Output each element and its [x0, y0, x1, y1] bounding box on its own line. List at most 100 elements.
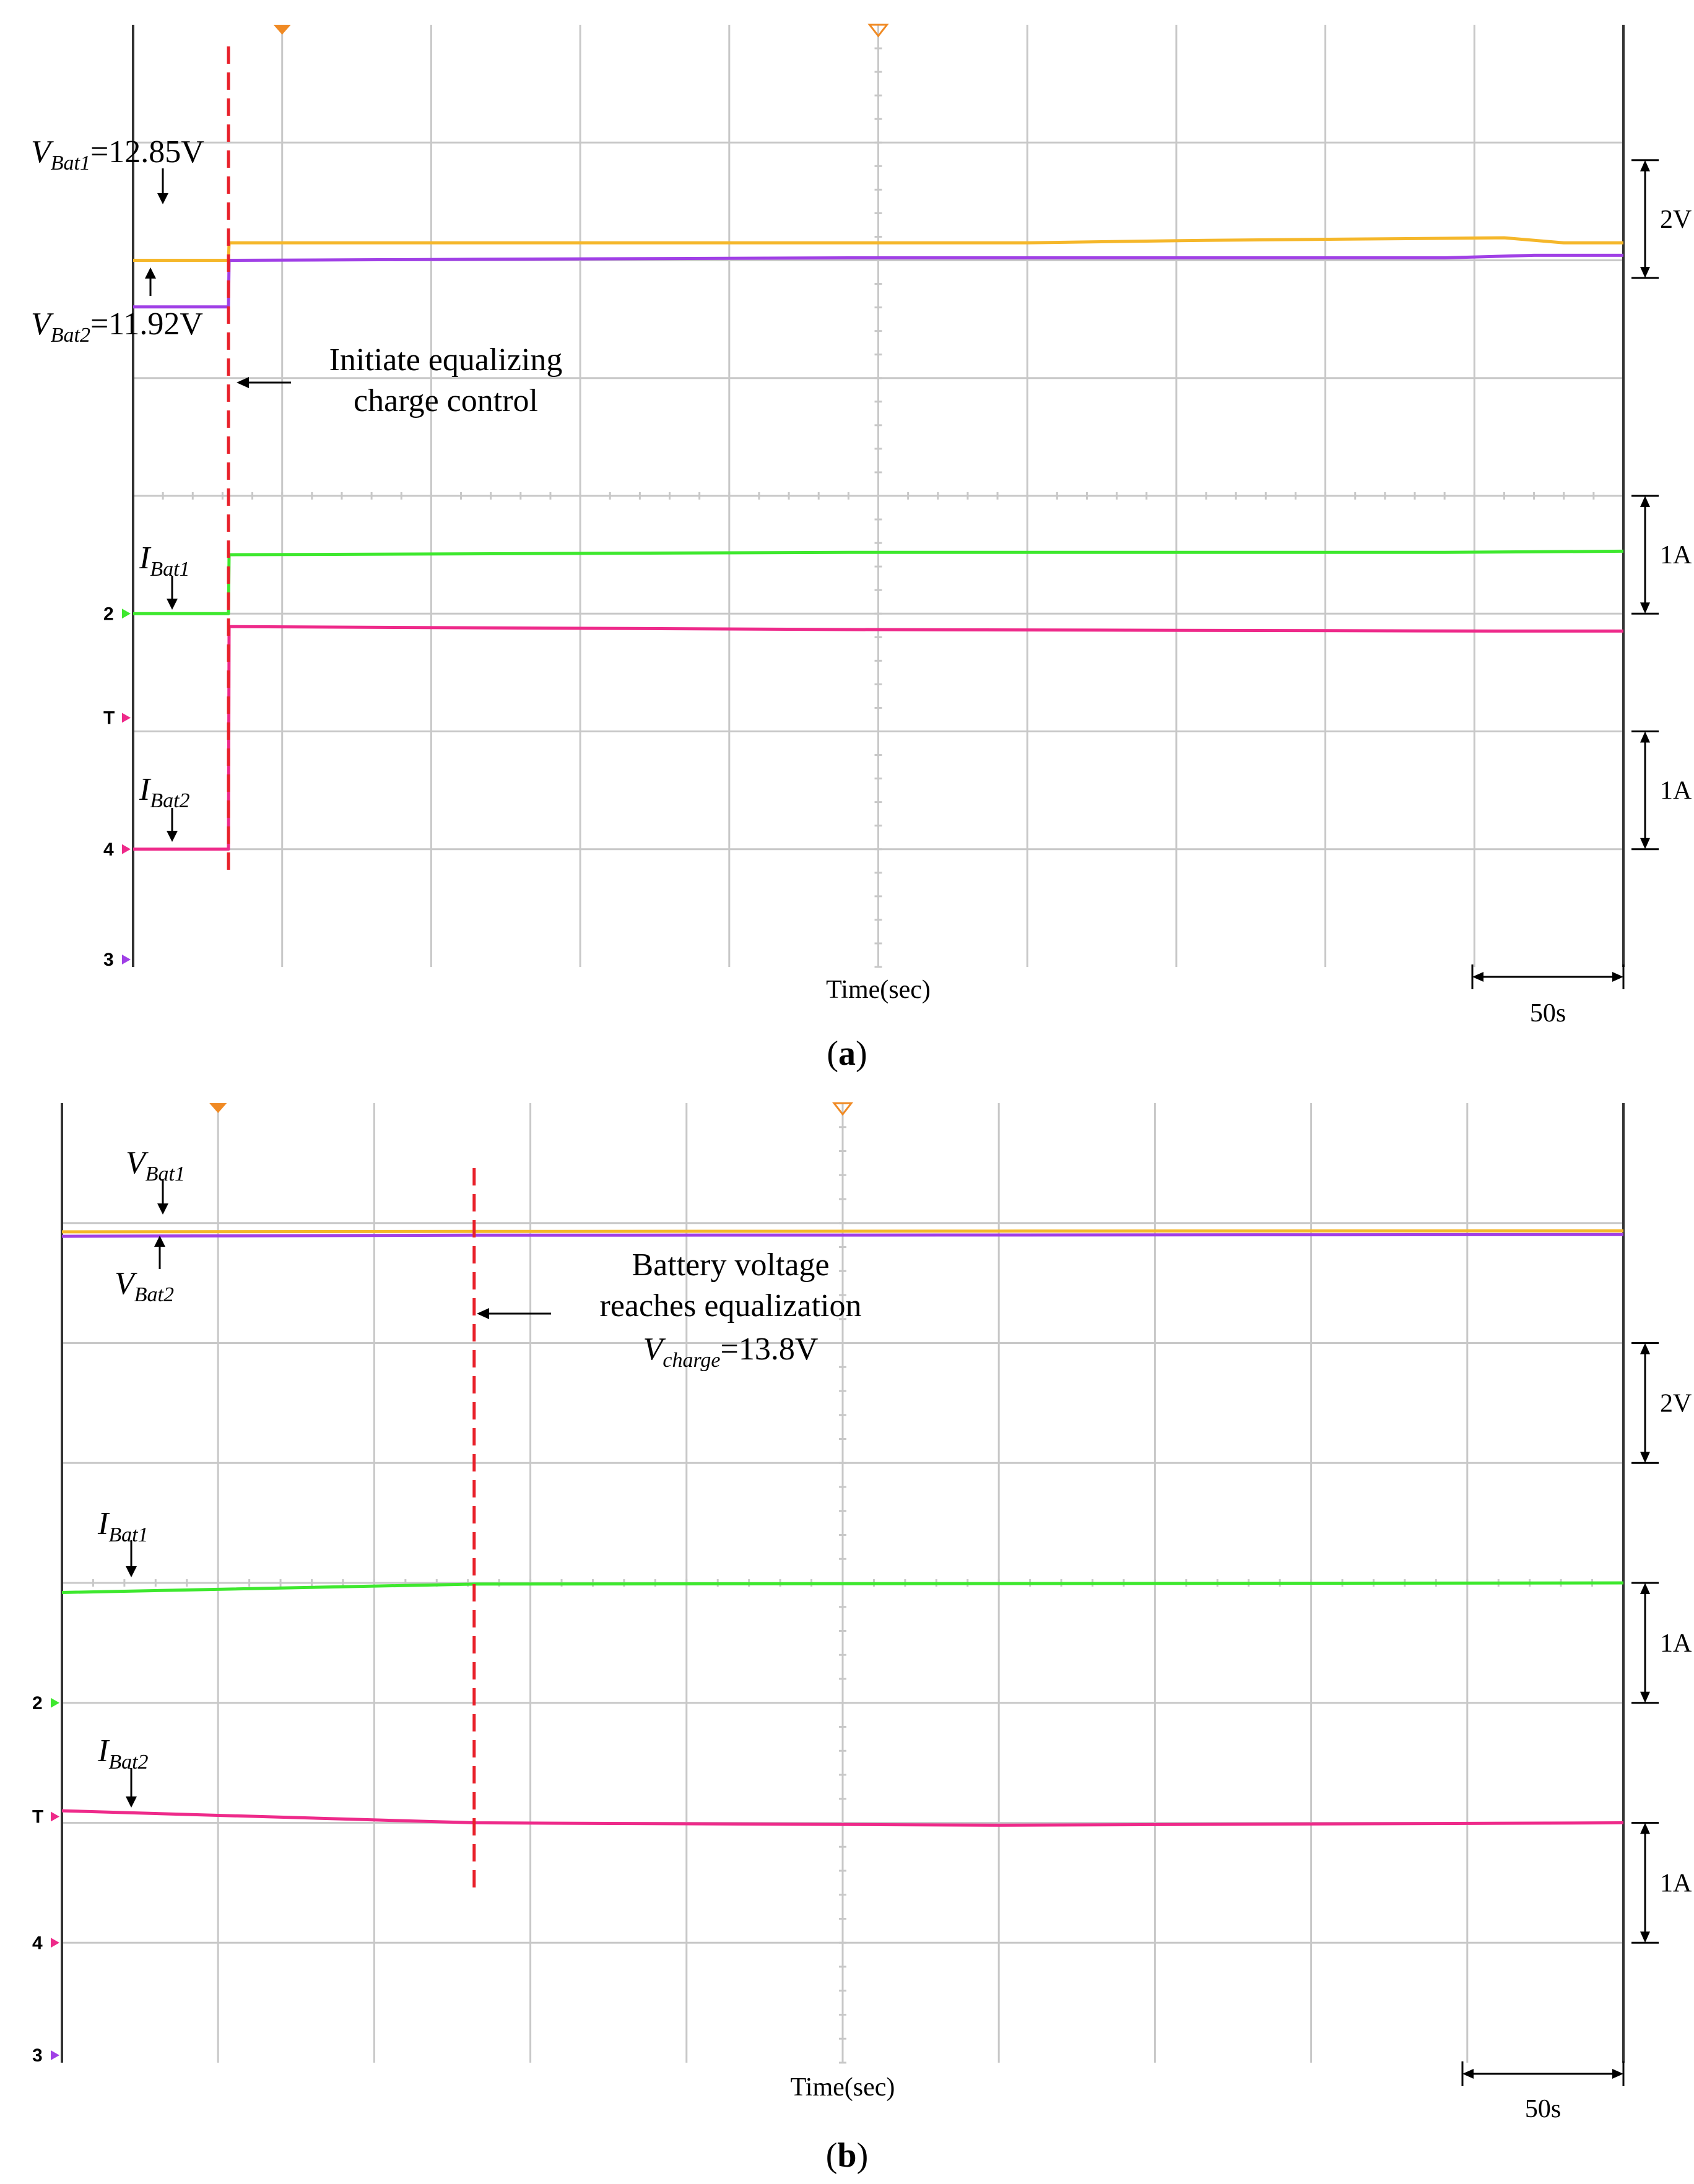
time-scale-label: 50s: [1525, 2095, 1561, 2123]
annotation-ibat1: IBat1: [97, 1506, 149, 1546]
channel-marker-arrow: [51, 1697, 59, 1708]
x-axis-label: Time(sec): [826, 976, 931, 1004]
text-span: (: [826, 2136, 838, 2175]
annotation-ibat1-arrow-head: [126, 1566, 137, 1577]
text-span: V: [31, 306, 54, 342]
current1-scale-bar-head-down: [1640, 1691, 1650, 1703]
time-center-marker: [832, 1102, 854, 1116]
text-span: reaches equalization: [600, 1288, 862, 1324]
time-scale-label: 50s: [1530, 999, 1566, 1028]
annotation-vbat1: VBat1: [126, 1145, 185, 1185]
current2-scale-bar-head-up: [1640, 731, 1650, 743]
text-span: V: [115, 1266, 137, 1301]
text-span: I: [139, 772, 152, 807]
text-span: Bat2: [51, 324, 90, 347]
trigger-position-marker: [273, 25, 291, 35]
current1-scale-label: 1A: [1660, 1629, 1692, 1658]
channel-marker-ch3: 3: [32, 2045, 43, 2066]
text-span: I: [97, 1733, 110, 1769]
current2-scale-bar-head-down: [1640, 838, 1650, 849]
text-span: ): [857, 2136, 869, 2175]
trace-v-bat2: [61, 1233, 1624, 1238]
text-span: Bat1: [51, 152, 90, 175]
channel-marker-ch2: 2: [32, 1693, 43, 1714]
channel-marker-arrow: [51, 1938, 59, 1948]
text-span: Bat2: [108, 1751, 148, 1774]
channel-marker-trigger: T: [103, 708, 115, 729]
current1-scale-bar-head-down: [1640, 602, 1650, 614]
channel-marker-arrow: [51, 2050, 59, 2060]
text-span: Bat1: [108, 1523, 148, 1546]
event-label-line3: Vcharge=13.8V: [643, 1332, 819, 1372]
event-arrow-head: [477, 1308, 489, 1319]
text-span: ): [856, 1034, 867, 1073]
channel-marker-arrow: [51, 1811, 59, 1822]
time-scale-head-right: [1612, 2069, 1623, 2079]
panel-b: 2 T 4 3 2V 1A 1A 50s Time(sec) (b) Battery voltage…: [32, 1102, 1692, 2175]
current2-scale-bar-head-down: [1640, 1931, 1650, 1943]
channel-marker-ch3: 3: [103, 950, 114, 970]
trace-i-bat1: [61, 1581, 1624, 1594]
text-span: V: [126, 1145, 149, 1181]
annotation-ibat1: IBat1: [139, 540, 190, 581]
text-span: (: [827, 1034, 838, 1073]
current2-scale-bar-head-up: [1640, 1822, 1650, 1834]
x-axis-label: Time(sec): [791, 2073, 895, 2102]
text-span: I: [97, 1506, 110, 1541]
annotation-vbat1: VBat1=12.85V: [31, 134, 204, 175]
annotation-ibat1-arrow-head: [167, 599, 178, 610]
event-arrow-head: [237, 377, 249, 388]
voltage-scale-bar-head-up: [1640, 1343, 1650, 1354]
current1-scale-bar-head-up: [1640, 496, 1650, 507]
event-label-line2: reaches equalization: [600, 1288, 862, 1324]
channel-marker-ch4: 4: [103, 839, 114, 860]
trigger-position-marker: [209, 1103, 227, 1113]
text-span: a: [838, 1034, 856, 1073]
event-label-line1: Initiate equalizing: [329, 342, 563, 378]
text-span: Bat2: [150, 789, 189, 812]
channel-marker-ch2: 2: [103, 604, 114, 624]
channel-marker-arrow: [122, 844, 131, 854]
annotation-vbat2-arrow-head: [154, 1236, 165, 1247]
voltage-scale-bar-head-down: [1640, 267, 1650, 279]
annotation-vbat2: VBat2: [115, 1266, 174, 1306]
annotation-ibat2-arrow-head: [167, 831, 178, 842]
trace-v-bat1: [61, 1229, 1624, 1234]
current2-scale-label: 1A: [1660, 777, 1692, 805]
text-span: =11.92V: [90, 306, 203, 342]
voltage-scale-label: 2V: [1660, 206, 1692, 234]
annotation-ibat2: IBat2: [139, 772, 190, 812]
trace-i-bat2: [133, 625, 1623, 851]
time-scale-head-left: [1462, 2069, 1474, 2079]
voltage-scale-bar-head-up: [1640, 160, 1650, 171]
annotation-ibat2: IBat2: [97, 1733, 149, 1774]
channel-marker-ch4: 4: [32, 1933, 43, 1953]
annotation-vbat2-arrow-head: [145, 267, 156, 279]
text-span: Bat1: [150, 558, 189, 581]
text-span: Battery voltage: [632, 1247, 829, 1283]
channel-marker-trigger: T: [32, 1807, 43, 1827]
trace-i-bat1: [133, 549, 1624, 615]
text-span: Bat2: [134, 1283, 174, 1306]
voltage-scale-bar-head-down: [1640, 1452, 1650, 1463]
annotation-ibat2-arrow-head: [126, 1796, 137, 1808]
text-span: V: [643, 1332, 666, 1367]
text-span: =12.85V: [90, 134, 204, 170]
annotation-vbat1-arrow-head: [157, 193, 168, 204]
text-span: charge: [662, 1349, 720, 1372]
time-scale-head-right: [1612, 972, 1623, 982]
current2-scale-label: 1A: [1660, 1869, 1692, 1897]
text-span: Bat1: [146, 1163, 185, 1185]
subfigure-caption: (b): [826, 2136, 868, 2175]
event-label-line2: charge control: [354, 383, 538, 418]
text-span: Initiate equalizing: [329, 342, 563, 378]
text-span: b: [837, 2136, 856, 2175]
annotation-vbat1-arrow-head: [157, 1203, 168, 1215]
channel-marker-arrow: [122, 713, 131, 723]
subfigure-caption: (a): [827, 1034, 867, 1073]
time-scale-head-left: [1472, 972, 1483, 982]
voltage-scale-label: 2V: [1660, 1389, 1692, 1418]
current1-scale-label: 1A: [1660, 541, 1692, 570]
trace-i-bat2: [61, 1809, 1624, 1827]
